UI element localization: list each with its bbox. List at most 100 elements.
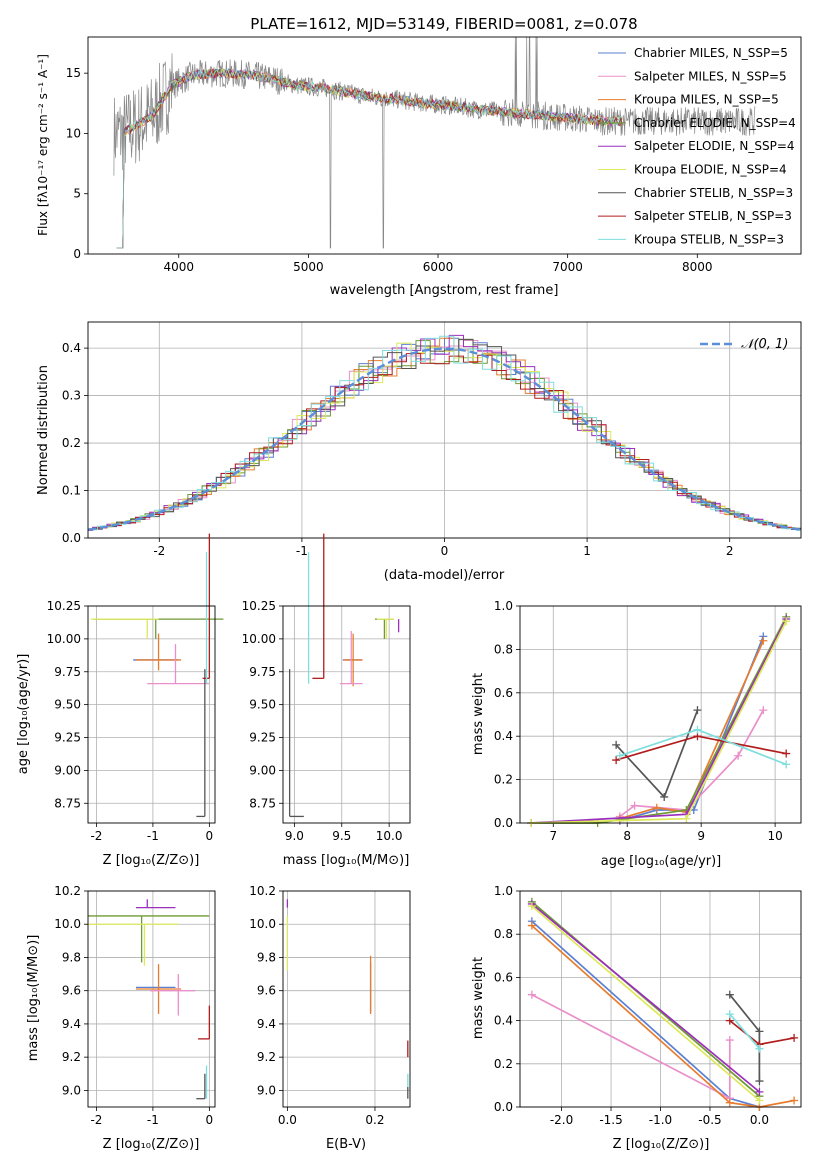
series-line-kroupa_elodie <box>531 620 787 824</box>
series-point-kroupa_stelib <box>755 1044 764 1053</box>
spectrum-y-tick-label: 0 <box>73 247 81 261</box>
series-point-kroupa_elodie <box>782 617 791 626</box>
residuals-axes: -2 -1 0 1 2 0.0 0.1 0.2 0.3 0.4 <box>62 322 801 558</box>
residuals-frame <box>87 321 802 539</box>
weight_vs_age-frame <box>519 605 802 824</box>
legend-label: Salpeter STELIB, N_SSP=3 <box>634 209 792 223</box>
model-spectrum-line-kroupa_stelib <box>116 67 623 249</box>
mass_vs_Z-y-tick-label: 10.2 <box>54 884 81 898</box>
age_vs_mass-y-tick-label: 10.25 <box>242 599 276 613</box>
mass_vs_Z-frame <box>87 890 216 1108</box>
legend-label: 𝒩(0, 1) <box>741 337 788 352</box>
spectrum-xlabel: wavelength [Angstrom, rest frame] <box>330 283 559 298</box>
spectrum-axes: 4000 5000 6000 7000 8000 0 5 10 15 <box>66 66 713 274</box>
residuals-y-tick-label: 0.4 <box>62 341 81 355</box>
series-point-kroupa_miles <box>527 921 536 930</box>
series-line-kroupa_stelib <box>619 728 787 766</box>
mass_vs_ebv-x-tick-label: 0.0 <box>278 1113 297 1127</box>
histogram-step-salpeter_elodie <box>88 334 801 531</box>
age_vs_Z-y-tick-label: 9.75 <box>54 665 81 679</box>
series-line-kroupa_miles <box>531 924 795 1108</box>
spectrum-y-tick-label: 5 <box>73 187 81 201</box>
weight_vs_age-y-tick-label: 0.8 <box>494 642 513 656</box>
weight-Z-xlabel: Z [log₁₀(Z/Z⊙)] <box>613 1137 710 1152</box>
age_vs_mass-x-tick-label: 9.5 <box>332 829 351 843</box>
mass_vs_Z-y-tick-label: 9.8 <box>62 950 81 964</box>
series-point-kroupa_elodie <box>682 814 691 823</box>
age_vs_Z-frame <box>87 605 216 824</box>
mass-ebv-xlabel: E(B-V) <box>326 1137 366 1152</box>
weight_vs_Z-frame <box>519 890 802 1108</box>
mass_vs_ebv-x-tick-label: 0.2 <box>365 1113 384 1127</box>
legend-label: Kroupa STELIB, N_SSP=3 <box>634 232 784 246</box>
spectrum-x-tick-label: 8000 <box>682 260 713 274</box>
mass-Z-xlabel: Z [log₁₀(Z/Z⊙)] <box>103 1137 200 1152</box>
age-Z-ylabel: age [log₁₀(age/yr)] <box>16 654 31 775</box>
age_vs_mass-y-tick-label: 9.75 <box>249 665 276 679</box>
spectrum-lines <box>113 37 756 249</box>
mass_vs_ebv-y-tick-label: 9.0 <box>257 1083 276 1097</box>
series-line-chabrier_miles <box>531 920 760 1108</box>
series-line-kroupa_elodie <box>531 905 760 1102</box>
legend-label: Chabrier ELODIE, N_SSP=4 <box>634 116 796 130</box>
histogram-step-salpeter_miles <box>88 340 801 531</box>
age_vs_Z-points <box>90 533 224 818</box>
weight_vs_Z-y-tick-label: 0.2 <box>494 1057 513 1071</box>
weight_vs_age-y-tick-label: 1.0 <box>494 599 513 613</box>
series-line-chabrier_stelib <box>729 994 761 1082</box>
histogram-step-kroupa_stelib <box>88 335 801 531</box>
mass_vs_ebv-points <box>286 899 409 1099</box>
series-point-chabrier_stelib <box>693 706 702 715</box>
age-mass-xlabel: mass [log₁₀(M/M⊙)] <box>283 853 410 868</box>
spectrum-y-tick-label: 10 <box>66 126 81 140</box>
age_vs_Z-y-tick-label: 9.50 <box>54 698 81 712</box>
weight_vs_Z-x-tick-label: -1.5 <box>599 1113 622 1127</box>
series-line-salpeter_elodie <box>531 903 760 1093</box>
weight-age-ylabel: mass weight <box>471 673 486 755</box>
weight_vs_age-y-tick-label: 0.0 <box>494 816 513 830</box>
residuals-x-tick-label: 0 <box>441 544 449 558</box>
age_vs_mass-y-tick-label: 9.50 <box>249 698 276 712</box>
panel-mass-vs-ebv: E(B-V) <box>326 1137 366 1152</box>
weight-age-xlabel: age [log₁₀(age/yr)] <box>601 854 722 869</box>
series-point-salpeter_miles <box>734 751 743 760</box>
weight_vs_Z-y-tick-label: 0.6 <box>494 970 513 984</box>
age_vs_Z-y-tick-label: 9.25 <box>54 731 81 745</box>
mass_vs_ebv-y-tick-label: 10.0 <box>249 917 276 931</box>
mass_vs_ebv-y-tick-label: 9.2 <box>257 1050 276 1064</box>
legend-label: Salpeter MILES, N_SSP=5 <box>634 69 787 83</box>
series-point-kroupa_miles <box>652 803 661 812</box>
spectrum-x-tick-label: 7000 <box>552 260 583 274</box>
residuals-x-tick-label: 2 <box>726 544 734 558</box>
series-point-kroupa_miles <box>790 1096 799 1105</box>
weight_vs_Z-y-tick-label: 0.0 <box>494 1100 513 1114</box>
legend-label: Chabrier STELIB, N_SSP=3 <box>634 186 793 200</box>
age_vs_mass-axes: 9.0 9.5 10.0 8.75 9.00 9.25 9.50 9.75 10.00 10.25 <box>242 599 410 843</box>
spectrum-x-tick-label: 6000 <box>423 260 454 274</box>
age_vs_Z-x-tick-label: -2 <box>90 829 102 843</box>
panel-mass-vs-Z: Z [log₁₀(Z/Z⊙)] mass [log₁₀(M/M⊙)] <box>26 935 199 1152</box>
residuals-legend: 𝒩(0, 1) <box>700 337 788 352</box>
weight_vs_age-y-tick-label: 0.6 <box>494 686 513 700</box>
weight_vs_age-lines <box>527 612 791 827</box>
spectrum-x-tick-label: 5000 <box>293 260 324 274</box>
series-point-chabrier_stelib <box>755 1027 764 1036</box>
observed-spectrum-line <box>113 37 756 249</box>
weight_vs_age-y-tick-label: 0.2 <box>494 773 513 787</box>
mass_vs_Z-x-tick-label: -1 <box>147 1113 159 1127</box>
residuals-histograms <box>88 334 801 532</box>
age_vs_mass-points <box>288 533 400 818</box>
legend-label: Salpeter ELODIE, N_SSP=4 <box>634 139 795 153</box>
panel-residuals: (data-model)/error Normed distribution <box>36 365 505 583</box>
series-point-salpeter_stelib <box>790 1033 799 1042</box>
mass_vs_Z-x-tick-label: 0 <box>206 1113 214 1127</box>
weight_vs_Z-y-tick-label: 1.0 <box>494 884 513 898</box>
weight_vs_age-x-tick-label: 7 <box>549 829 557 843</box>
series-point-kroupa_elodie <box>527 902 536 911</box>
weight_vs_Z-x-tick-label: -1.0 <box>649 1113 672 1127</box>
weight_vs_age-x-tick-label: 8 <box>623 829 631 843</box>
age_vs_Z-x-tick-label: 0 <box>206 829 214 843</box>
spectrum-title: PLATE=1612, MJD=53149, FIBERID=0081, z=0… <box>250 15 637 33</box>
